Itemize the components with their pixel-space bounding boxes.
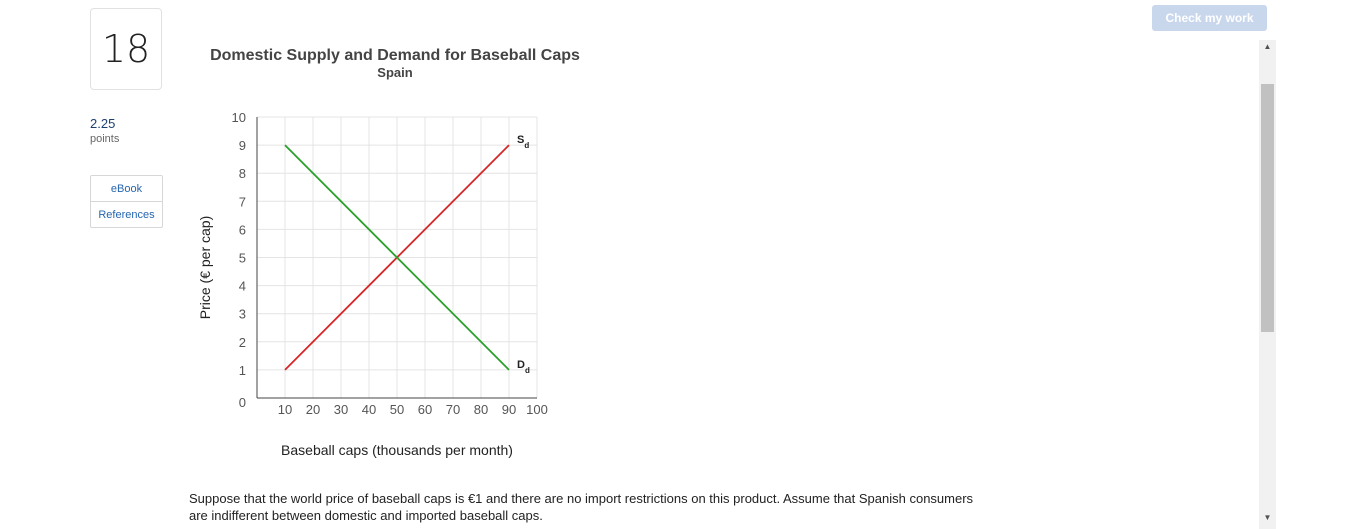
y-tick-label: 5 (239, 251, 246, 266)
y-tick-label: 8 (239, 166, 246, 181)
y-tick-label: 2 (239, 335, 246, 350)
check-my-work-button[interactable]: Check my work (1152, 5, 1267, 31)
series-label-subscript: d (524, 141, 529, 150)
y-tick-label: 7 (239, 194, 246, 209)
x-tick-label: 50 (390, 402, 404, 417)
ebook-button[interactable]: eBook (110, 182, 143, 195)
x-tick-label: 70 (446, 402, 460, 417)
scroll-up-icon[interactable]: ▲ (1263, 42, 1272, 51)
x-tick-label: 10 (278, 402, 292, 417)
series-label-subscript: d (525, 366, 530, 375)
x-tick-label: 100 (526, 402, 548, 417)
scroll-thumb[interactable] (1261, 84, 1274, 332)
series-label-d: Dd (517, 359, 530, 375)
y-tick-label: 4 (239, 279, 246, 294)
x-tick-label: 60 (418, 402, 432, 417)
references-button[interactable]: References (91, 201, 162, 227)
x-tick-label: 80 (474, 402, 488, 417)
x-tick-label: 20 (306, 402, 320, 417)
points-label: points (90, 133, 120, 145)
series-label-s: Sd (517, 134, 529, 150)
y-tick-label: 3 (239, 307, 246, 322)
y-tick-label: 1 (239, 363, 246, 378)
x-tick-label: 90 (502, 402, 516, 417)
y-axis-label: Price (€ per cap) (197, 216, 213, 319)
question-number: 18 (90, 8, 162, 90)
chart-subtitle: Spain (377, 65, 413, 80)
y-tick-label: 6 (239, 222, 246, 237)
y-tick-label: 10 (232, 110, 246, 125)
resource-buttons: eBook References (90, 175, 163, 228)
x-axis-label: Baseball caps (thousands per month) (281, 442, 513, 458)
chart-title: Domestic Supply and Demand for Baseball … (210, 47, 580, 64)
points-value: 2.25 (90, 116, 116, 131)
question-text: Suppose that the world price of baseball… (189, 491, 974, 523)
y-tick-label: 9 (239, 138, 246, 153)
x-tick-label: 40 (362, 402, 376, 417)
scroll-down-icon[interactable]: ▼ (1263, 513, 1272, 522)
x-tick-label: 30 (334, 402, 348, 417)
series-line-d (284, 144, 510, 371)
origin-label: 0 (239, 395, 246, 410)
vertical-scrollbar[interactable]: ▲ ▼ (1259, 40, 1276, 529)
